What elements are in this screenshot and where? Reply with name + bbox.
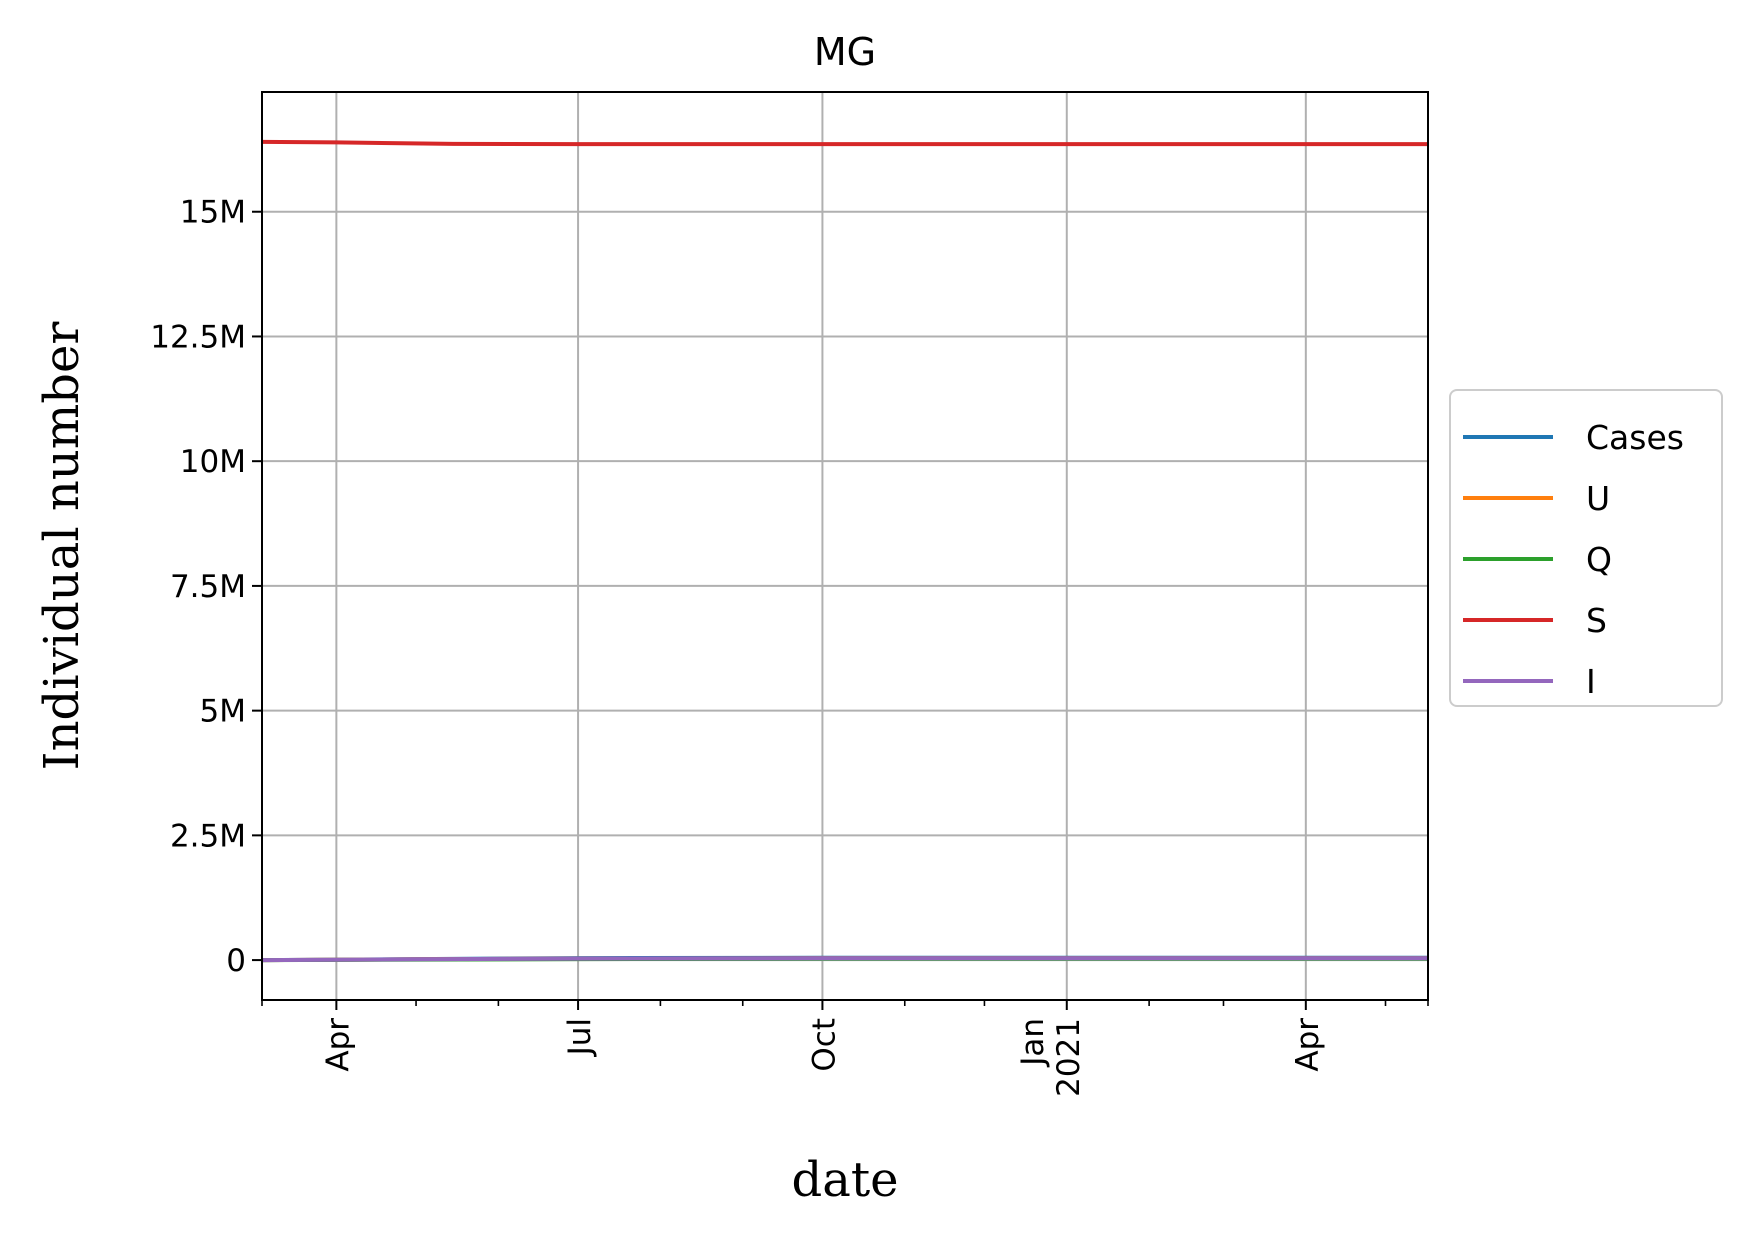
x-tick-label-line: Jul [562,1018,598,1057]
x-tick-label: Jul [562,1018,598,1057]
y-tick-label: 7.5M [170,569,246,605]
legend-label: Q [1586,540,1612,579]
legend-label: I [1586,662,1596,701]
axis-ticks: Apr Jul Oct Jan2021 Apr 0 2.5M 5M 7.5M 10M 12.5M 15… [150,195,1429,1097]
x-tick-label: Apr [320,1018,356,1072]
y-tick-label: 0 [226,943,246,979]
x-tick-label-line: Apr [320,1018,356,1072]
y-tick-label: 12.5M [150,319,246,355]
y-tick-label: 10M [180,444,246,480]
y-tick-label: 15M [180,195,246,231]
x-tick-label: Oct [806,1018,842,1072]
x-tick-label-line: Jan [1015,1018,1051,1068]
series-line-s [261,139,1428,147]
series-lines [261,139,1428,963]
x-tick-label-line: 2021 [1051,1018,1087,1097]
x-axis-label: date [791,1152,898,1208]
y-tick-label: 2.5M [170,818,246,854]
chart-title: MG [814,30,876,74]
y-axis-label: Individual number [34,322,90,771]
legend-label: Cases [1586,418,1684,457]
x-tick-label: Apr [1290,1018,1326,1072]
x-tick-label-line: Oct [806,1018,842,1072]
legend-label: S [1586,601,1607,640]
legend-label: U [1586,479,1610,518]
x-tick-label-line: Apr [1290,1018,1326,1072]
series-line-i [261,956,1428,963]
legend-box [1449,389,1723,707]
x-tick-label: Jan2021 [1015,1018,1087,1097]
grid [262,92,1428,1000]
plot-frame [261,91,1429,1001]
y-tick-label: 5M [200,694,246,730]
